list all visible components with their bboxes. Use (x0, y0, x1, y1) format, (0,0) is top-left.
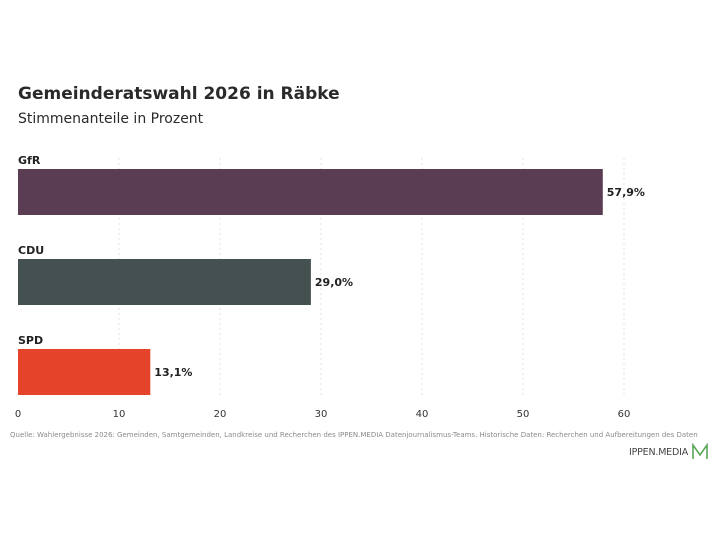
source-note: Quelle: Wahlergebnisse 2026: Gemeinden, … (10, 431, 698, 439)
x-tick-label-40: 40 (416, 409, 429, 420)
bar-gfr (18, 169, 603, 215)
category-label-gfr: GfR (18, 154, 41, 167)
x-tick-label-50: 50 (517, 409, 530, 420)
x-tick-label-20: 20 (214, 409, 227, 420)
bar-cdu (18, 259, 311, 305)
bar-chart: GfR 57,9% CDU 29,0% SPD 13,1% 0 10 20 30 40 50 60 (15, 154, 645, 420)
chart-title: Gemeinderatswahl 2026 in Räbke (18, 84, 340, 104)
chart-subtitle: Stimmenanteile in Prozent (18, 111, 204, 127)
value-label-cdu: 29,0% (315, 276, 353, 289)
ippen-media-logo-icon (692, 443, 708, 459)
x-tick-label-60: 60 (618, 409, 631, 420)
brand-name: IPPEN.MEDIA (629, 446, 689, 458)
brand: IPPEN.MEDIA (629, 443, 709, 461)
x-tick-label-0: 0 (15, 409, 21, 420)
value-label-spd: 13,1% (154, 366, 192, 379)
x-tick-label-10: 10 (113, 409, 126, 420)
category-label-spd: SPD (18, 334, 43, 347)
value-label-gfr: 57,9% (607, 186, 645, 199)
x-tick-label-30: 30 (315, 409, 328, 420)
bar-spd (18, 349, 151, 395)
category-label-cdu: CDU (18, 244, 44, 257)
